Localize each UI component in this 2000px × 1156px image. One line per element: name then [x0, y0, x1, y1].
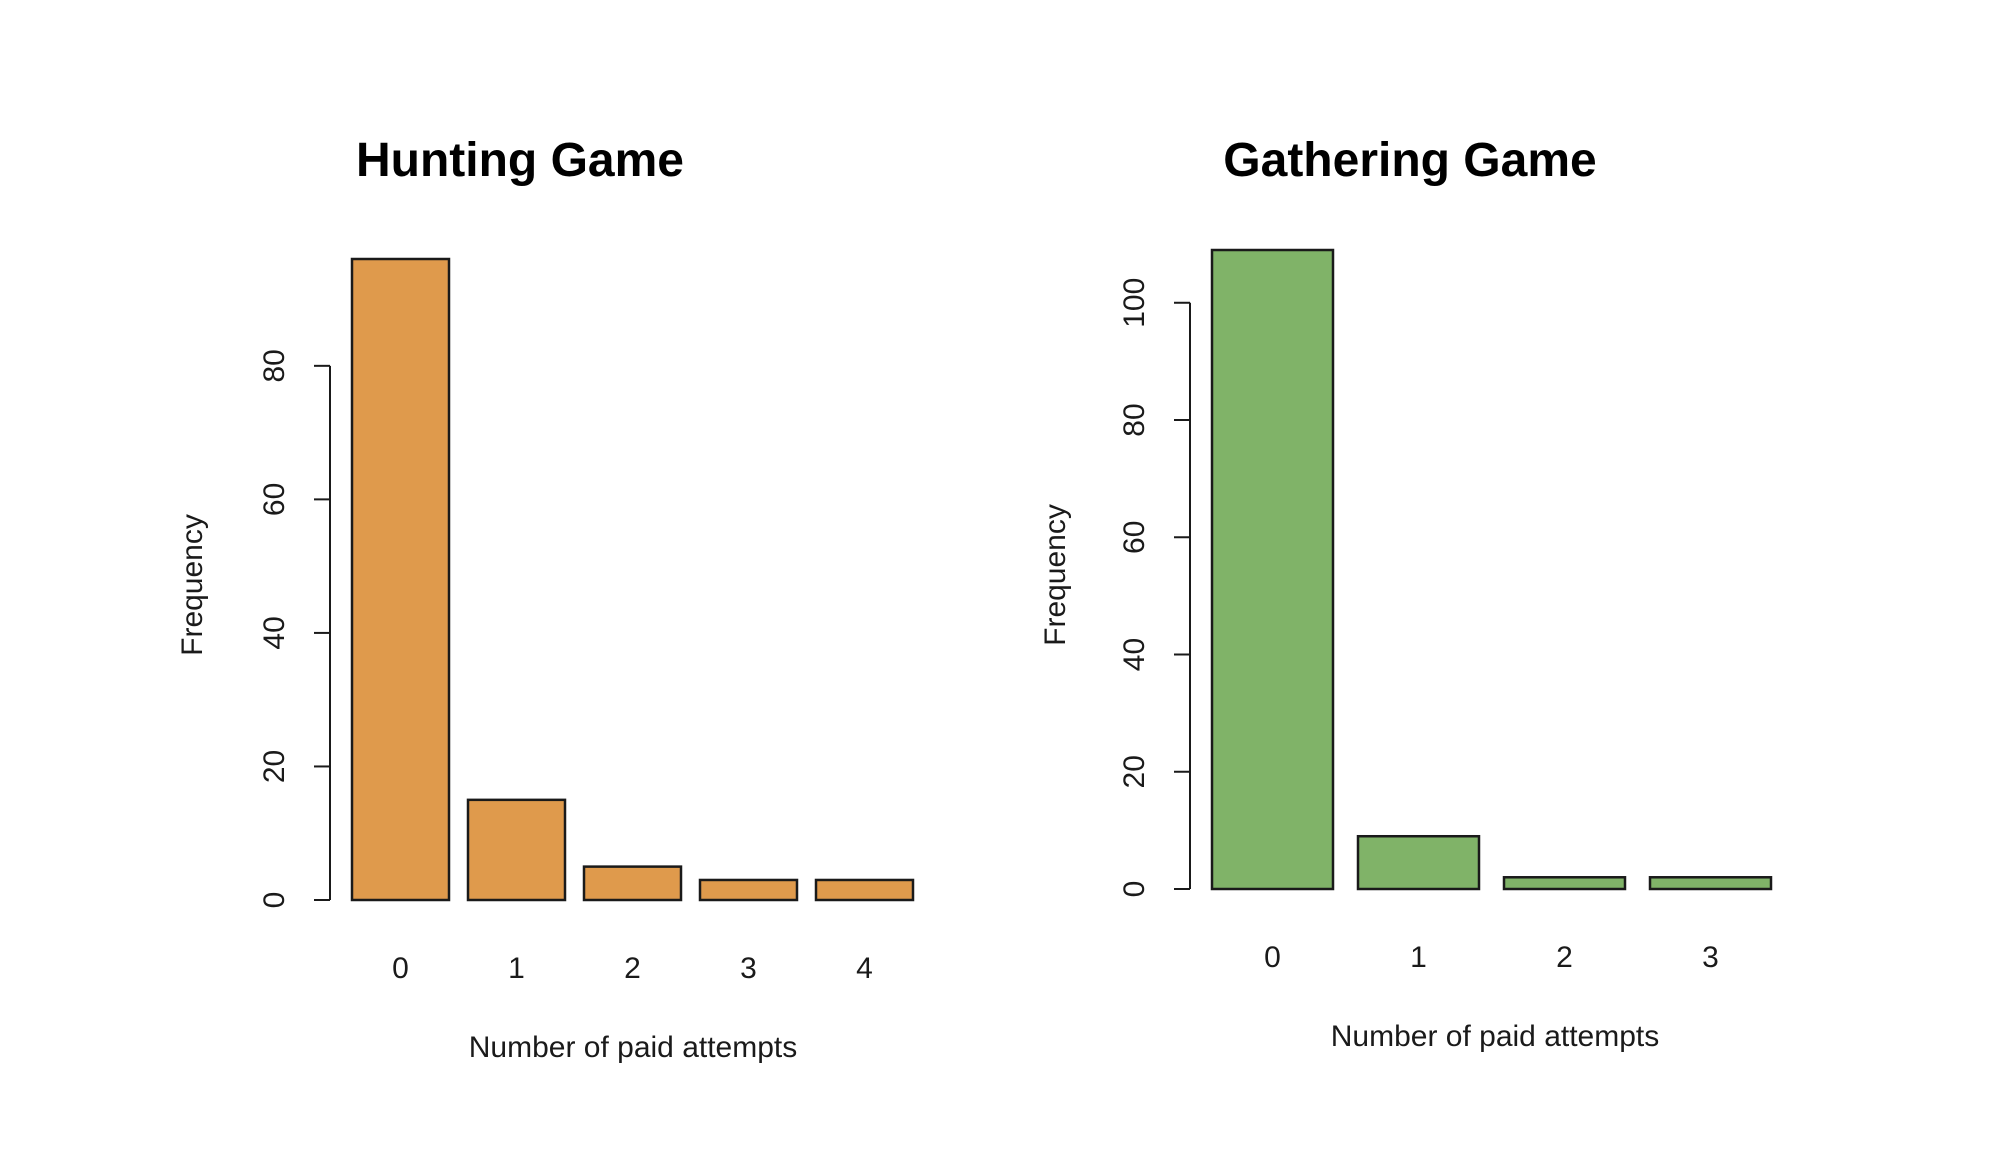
hunting-bar-0	[350, 257, 451, 902]
gathering-x-axis-label: Number of paid attempts	[1331, 1020, 1660, 1053]
gathering-y-tick-label: 20	[1118, 755, 1151, 788]
hunting-y-axis: 0 20 40 60 80	[258, 349, 331, 909]
hunting-x-tick-label: 1	[508, 952, 525, 985]
gathering-y-tick-label: 100	[1118, 278, 1151, 328]
hunting-y-tick-label: 60	[258, 483, 291, 516]
gathering-bars	[1210, 248, 1773, 891]
hunting-x-tick-label: 4	[856, 952, 873, 985]
hunting-x-tick-label: 0	[392, 952, 409, 985]
gathering-bar-1	[1356, 834, 1481, 891]
hunting-y-tick-label: 0	[258, 892, 291, 909]
hunting-bars	[350, 257, 915, 902]
gathering-bar-2	[1502, 876, 1627, 891]
hunting-game-chart: Hunting Game Frequency Number of paid at…	[176, 134, 915, 1064]
gathering-x-tick-labels: 0 1 2 3	[1264, 941, 1719, 974]
hunting-bar-1	[466, 798, 567, 902]
hunting-bar-4	[814, 878, 915, 902]
gathering-game-chart: Gathering Game Frequency Number of paid …	[1039, 134, 1773, 1053]
hunting-x-tick-label: 3	[740, 952, 757, 985]
gathering-y-tick-label: 60	[1118, 521, 1151, 554]
hunting-bar-3	[698, 878, 799, 902]
gathering-y-tick-label: 80	[1118, 403, 1151, 436]
gathering-x-tick-label: 0	[1264, 941, 1281, 974]
hunting-y-axis-label: Frequency	[176, 514, 209, 656]
gathering-y-axis: 0 20 40 60 80 100	[1118, 278, 1191, 898]
hunting-x-tick-labels: 0 1 2 3 4	[392, 952, 873, 985]
gathering-chart-title: Gathering Game	[1223, 134, 1596, 187]
gathering-y-tick-label: 40	[1118, 638, 1151, 671]
gathering-bar-0	[1210, 248, 1335, 891]
hunting-x-tick-label: 2	[624, 952, 641, 985]
gathering-x-tick-label: 2	[1556, 941, 1573, 974]
hunting-y-tick-label: 80	[258, 349, 291, 382]
gathering-x-tick-label: 3	[1702, 941, 1719, 974]
gathering-bar-3	[1648, 876, 1773, 891]
hunting-bar-2	[582, 865, 683, 902]
gathering-y-tick-label: 0	[1118, 881, 1151, 898]
hunting-y-tick-label: 20	[258, 750, 291, 783]
gathering-y-axis-label: Frequency	[1039, 504, 1072, 646]
hunting-x-axis-label: Number of paid attempts	[469, 1031, 798, 1064]
hunting-chart-title: Hunting Game	[356, 134, 684, 187]
hunting-y-tick-label: 40	[258, 616, 291, 649]
gathering-x-tick-label: 1	[1410, 941, 1427, 974]
